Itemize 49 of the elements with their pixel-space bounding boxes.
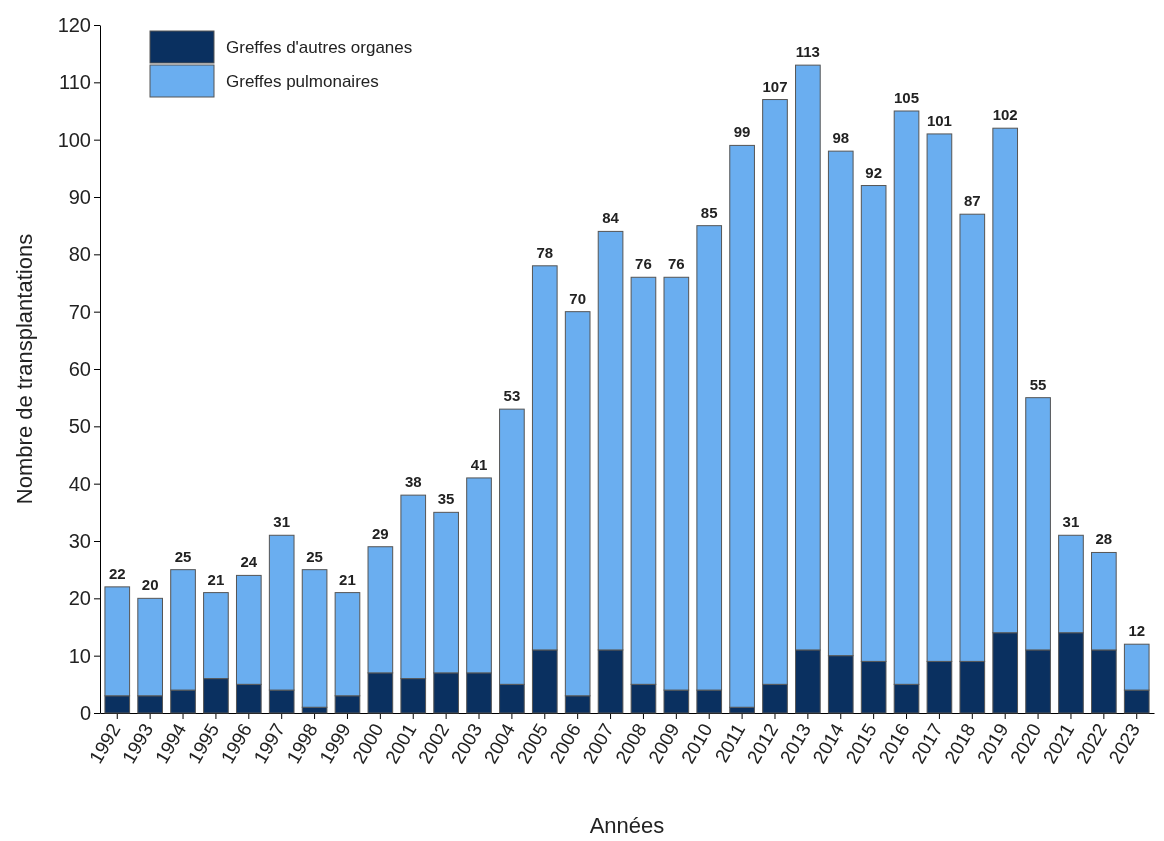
y-tick-label: 10	[68, 644, 91, 667]
y-tick-label: 0	[79, 701, 91, 724]
legend-label: Greffes pulmonaires	[226, 72, 379, 91]
total-label: 70	[569, 289, 587, 307]
total-label: 25	[306, 547, 323, 565]
y-tick-label: 20	[68, 587, 91, 610]
total-label: 31	[273, 513, 291, 531]
total-label: 101	[926, 111, 952, 129]
x-axis-title: Années	[589, 813, 665, 838]
total-label: 78	[536, 243, 554, 261]
total-label: 102	[992, 106, 1018, 124]
total-label: 107	[762, 77, 788, 95]
total-label: 21	[207, 570, 225, 588]
total-label: 105	[894, 89, 920, 106]
y-tick-label: 40	[68, 472, 91, 495]
total-label: 99	[733, 123, 751, 141]
total-label: 22	[108, 564, 126, 582]
total-label: 76	[667, 255, 685, 273]
total-label: 87	[963, 192, 981, 210]
y-tick-label: 70	[68, 300, 91, 323]
y-axis-title: Nombre de transplantations	[12, 233, 37, 505]
total-label: 12	[1128, 622, 1146, 640]
total-label: 76	[635, 255, 652, 273]
total-label: 92	[865, 163, 882, 181]
total-label: 35	[437, 490, 455, 508]
total-label: 24	[240, 553, 258, 571]
y-tick-label: 30	[68, 529, 91, 552]
total-label: 84	[602, 209, 620, 227]
total-label: 28	[1095, 530, 1113, 548]
total-label: 25	[174, 547, 192, 565]
y-tick-label: 120	[57, 13, 91, 36]
total-label: 41	[470, 455, 488, 473]
total-label: 31	[1062, 513, 1080, 531]
total-label: 98	[832, 129, 850, 147]
y-tick-label: 100	[57, 128, 91, 151]
y-tick-label: 110	[59, 71, 91, 94]
y-tick-label: 80	[68, 243, 91, 266]
total-label: 38	[404, 473, 422, 491]
total-label: 53	[503, 387, 521, 405]
total-label: 20	[141, 576, 159, 594]
total-label: 55	[1029, 375, 1047, 393]
total-label: 113	[795, 43, 820, 61]
y-tick-label: 90	[68, 185, 91, 208]
y-tick-label: 50	[68, 415, 91, 438]
total-label: 29	[372, 524, 389, 542]
total-label: 21	[339, 570, 356, 588]
y-tick-label: 60	[68, 357, 91, 380]
total-label: 85	[700, 203, 718, 221]
legend-label: Greffes d'autres organes	[226, 38, 413, 57]
